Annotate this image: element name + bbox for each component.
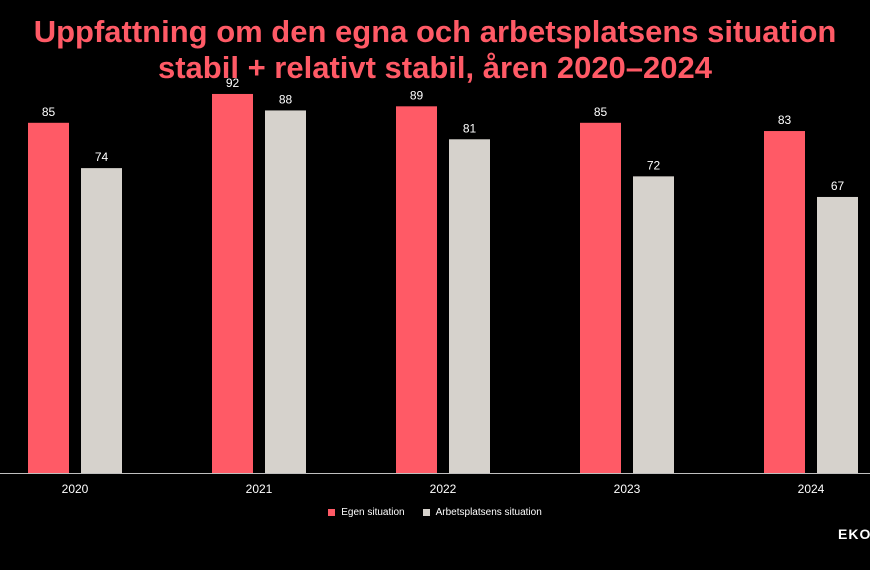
bar-egen-2022 [396, 106, 437, 473]
legend-label-series-2: Arbetsplatsens situation [435, 507, 542, 518]
chart-title-line-2: stabil + relativt stabil, åren 2020–2024 [157, 50, 713, 85]
bar-arbetsplatsens-2024 [817, 196, 858, 473]
bar-arbetsplatsens-2021 [265, 110, 306, 473]
data-label-egen-2023: 85 [594, 105, 608, 119]
legend-item-arbetsplatsens-situation: Arbetsplatsens situation [422, 507, 542, 518]
x-tick-label-2021: 2021 [246, 482, 273, 496]
x-tick-label-2023: 2023 [614, 482, 641, 496]
data-label-egen-2022: 89 [410, 88, 424, 102]
legend-swatch-series-1 [328, 509, 336, 516]
x-tick-label-2024: 2024 [798, 482, 825, 496]
legend-label-series-1: Egen situation [341, 507, 405, 518]
legend-swatch-series-2 [422, 509, 430, 516]
chart-legend: Egen situation Arbetsplatsens situation [0, 507, 870, 518]
data-label-egen-2024: 83 [778, 113, 792, 127]
data-label-arbetsplatsens-2023: 72 [647, 158, 661, 172]
data-label-arbetsplatsens-2021: 88 [279, 92, 293, 106]
x-tick-label-2022: 2022 [430, 482, 457, 496]
chart-title: Uppfattning om den egna och arbetsplatse… [0, 14, 870, 86]
bar-arbetsplatsens-2022 [449, 139, 490, 473]
bar-egen-2021 [212, 93, 253, 474]
legend-item-egen-situation: Egen situation [328, 507, 405, 518]
data-label-arbetsplatsens-2024: 67 [831, 179, 845, 193]
bar-egen-2024 [764, 131, 805, 474]
bar-arbetsplatsens-2023 [633, 176, 674, 474]
data-label-arbetsplatsens-2022: 81 [463, 121, 477, 135]
bar-egen-2020 [28, 122, 69, 474]
brand-logo-text: EKON [838, 526, 870, 542]
x-tick-label-2020: 2020 [62, 482, 89, 496]
data-label-egen-2021: 92 [226, 76, 240, 90]
bar-arbetsplatsens-2020 [81, 168, 122, 473]
bar-egen-2023 [580, 122, 621, 474]
data-label-egen-2020: 85 [42, 105, 56, 119]
data-label-arbetsplatsens-2020: 74 [95, 150, 109, 164]
chart-title-line-1: Uppfattning om den egna och arbetsplatse… [33, 14, 837, 49]
